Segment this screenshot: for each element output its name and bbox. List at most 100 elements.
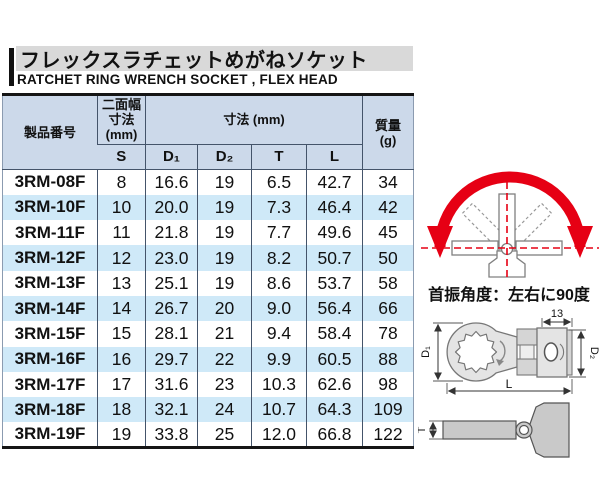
cell-value: 19 xyxy=(97,422,146,448)
cell-product-number: 3RM-08F xyxy=(14,172,86,192)
cell-value: 6.5 xyxy=(251,169,307,195)
cell-value: 78 xyxy=(362,321,414,347)
cell-value: 16 xyxy=(97,346,146,372)
cell-value: 66 xyxy=(362,295,414,322)
cell-value: 8 xyxy=(97,169,146,195)
cell-value: 9.4 xyxy=(251,321,307,347)
cell-value: 8.2 xyxy=(251,245,307,271)
cell-value: 17 xyxy=(97,371,146,398)
swing-arrowhead-right-icon xyxy=(567,226,593,258)
swing-arc xyxy=(434,171,586,248)
hinge-band-top xyxy=(516,328,538,346)
cell-product-number: 3RM-11F xyxy=(15,222,85,242)
cell-value: 42 xyxy=(362,194,414,221)
cell-value: 10.7 xyxy=(251,397,307,423)
side-view-drawing: T xyxy=(418,402,570,458)
cell-value: 25 xyxy=(197,422,252,448)
cell-value: 20.0 xyxy=(145,194,198,221)
spec-table: 製品番号 二面幅 寸法 (mm) 寸法 (mm) 質量 (g) S D₁ D₂ T L… xyxy=(2,93,415,450)
cell-value: 20 xyxy=(197,295,252,322)
col-header-width-across-flats: 二面幅 寸法 (mm) xyxy=(97,94,146,145)
cell-value: 10.3 xyxy=(251,371,307,398)
col-header-d2: D₂ xyxy=(197,144,252,171)
cell-value: 19 xyxy=(197,220,252,246)
cell-value: 9.9 xyxy=(251,346,307,372)
cell-value: 22 xyxy=(197,346,252,372)
cell-value: 28.1 xyxy=(145,321,198,347)
table-row: 3RM-12F 12 23.0 19 8.2 50.7 50 xyxy=(2,245,414,271)
cell-value: 14 xyxy=(97,295,146,322)
table-row: 3RM-08F 8 16.6 19 6.5 42.7 34 xyxy=(3,169,414,195)
cell-value: 66.8 xyxy=(305,422,363,448)
cell-value: 60.5 xyxy=(305,346,363,372)
cell-value: 13 xyxy=(97,270,146,296)
cell-value: 34 xyxy=(362,169,414,195)
d2-dimension-label: D₂ xyxy=(588,347,600,359)
cell-value: 11 xyxy=(97,220,146,246)
cell-value: 23.0 xyxy=(145,245,198,271)
cell-value: 7.3 xyxy=(251,194,307,221)
col-header-t: T xyxy=(251,144,307,171)
cell-value: 15 xyxy=(97,321,146,347)
square-drive-hole xyxy=(543,342,559,362)
cell-value: 12.0 xyxy=(251,422,307,448)
detent-ball-line xyxy=(559,343,565,361)
cell-product-number: 3RM-13F xyxy=(14,273,86,293)
spec-table-header: 製品番号 二面幅 寸法 (mm) 寸法 (mm) 質量 (g) S D₁ D₂ T L xyxy=(2,94,414,171)
cell-product-number: 3RM-16F xyxy=(14,349,86,369)
ratchet-direction-arrow-icon xyxy=(499,340,506,362)
table-row: 3RM-17F 17 31.6 23 10.3 62.6 98 xyxy=(3,371,414,398)
cell-value: 56.4 xyxy=(305,295,363,322)
cell-value: 24 xyxy=(197,397,252,423)
table-row: 3RM-16F 16 29.7 22 9.9 60.5 88 xyxy=(2,346,414,372)
cell-value: 9.0 xyxy=(251,295,307,322)
cell-value: 58 xyxy=(362,270,414,296)
spec-table-body: 3RM-08F 8 16.6 19 6.5 42.7 34 3RM-10F 10 20.0 19 7.… xyxy=(2,169,414,448)
cell-value: 7.7 xyxy=(251,220,307,246)
cell-value: 8.6 xyxy=(251,270,307,296)
cell-value: 50.7 xyxy=(305,245,363,271)
ratchet-arrow-tip-icon xyxy=(496,359,504,366)
l-dimension-label: L xyxy=(506,377,513,391)
top-view-drawing: D₁ 13 D₂ L xyxy=(420,308,600,395)
hinge-pin xyxy=(519,344,535,360)
cell-product-number: 3RM-12F xyxy=(14,248,86,268)
swing-arrowhead-left-icon xyxy=(427,226,453,258)
cell-product-number: 3RM-19F xyxy=(14,424,86,444)
socket-end-band xyxy=(566,329,573,376)
table-row: 3RM-19F 19 33.8 25 12.0 66.8 122 xyxy=(3,422,414,448)
handle-side-view xyxy=(442,420,517,440)
cell-value: 122 xyxy=(362,422,414,448)
cell-value: 26.7 xyxy=(145,295,198,322)
cell-value: 64.3 xyxy=(305,397,363,423)
table-row: 3RM-14F 14 26.7 20 9.0 56.4 66 xyxy=(2,295,414,322)
cell-value: 16.6 xyxy=(145,169,198,195)
cell-product-number: 3RM-18F xyxy=(14,399,86,419)
cell-value: 19 xyxy=(197,245,252,271)
table-row: 3RM-10F 10 20.0 19 7.3 46.4 42 xyxy=(2,194,414,221)
page-subtitle: RATCHET RING WRENCH SOCKET , FLEX HEAD xyxy=(17,72,338,87)
head-side-view xyxy=(529,402,570,458)
cell-value: 98 xyxy=(362,371,414,398)
table-row: 3RM-15F 15 28.1 21 9.4 58.4 78 xyxy=(3,321,414,347)
title-accent-bar xyxy=(9,48,14,86)
twelve-point-bore xyxy=(454,330,498,374)
d1-dimension-label: D₁ xyxy=(420,346,432,358)
cell-product-number: 3RM-14F xyxy=(14,298,86,318)
cell-value: 62.6 xyxy=(305,371,363,398)
cell-product-number: 3RM-17F xyxy=(14,374,86,394)
cell-value: 33.8 xyxy=(145,422,198,448)
col-header-product: 製品番号 xyxy=(2,94,98,170)
cell-product-number: 3RM-10F xyxy=(14,197,86,217)
cell-value: 21.8 xyxy=(145,220,198,246)
cell-value: 32.1 xyxy=(145,397,198,423)
spec-table-wrap: 製品番号 二面幅 寸法 (mm) 寸法 (mm) 質量 (g) S D₁ D₂ T L… xyxy=(2,93,415,450)
swing-angle-diagram xyxy=(421,171,599,279)
cell-value: 42.7 xyxy=(305,169,363,195)
cell-value: 49.6 xyxy=(305,220,363,246)
cell-value: 45 xyxy=(362,220,414,246)
cell-value: 50 xyxy=(362,245,414,271)
cell-value: 29.7 xyxy=(145,346,198,372)
cell-value: 23 xyxy=(197,371,252,398)
